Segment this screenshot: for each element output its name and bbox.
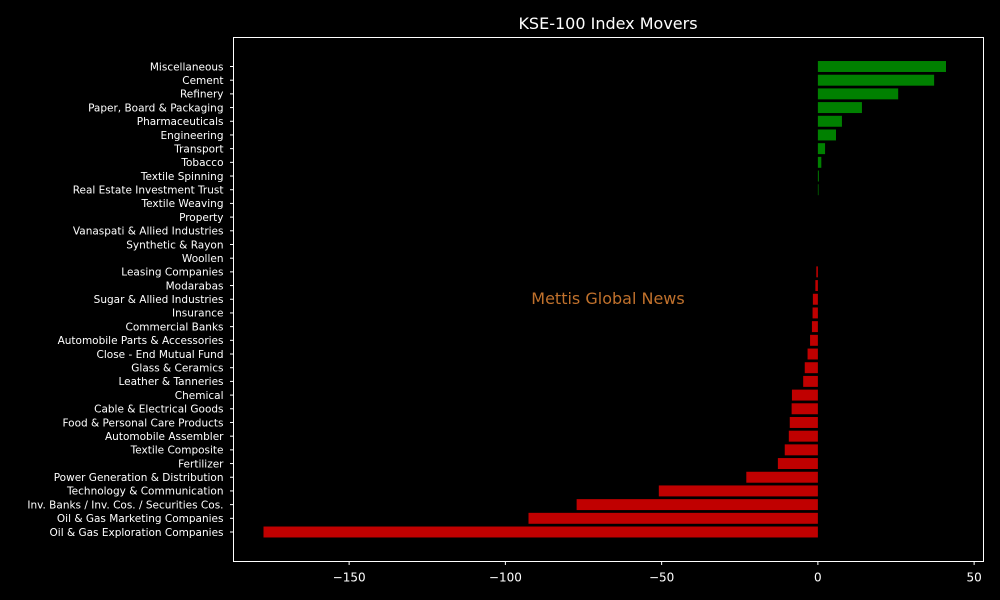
category-label: Inv. Banks / Inv. Cos. / Securities Cos. [27,499,223,511]
bar [811,321,818,333]
category-label: Leather & Tanneries [118,376,223,388]
category-label: Cement [182,75,223,87]
category-label: Synthetic & Rayon [126,239,223,251]
category-label: Textile Spinning [140,171,224,183]
category-label: Leasing Companies [121,267,223,279]
x-tick-label: 0 [814,571,822,585]
bar [817,156,822,168]
bar [791,389,818,401]
x-tick-label: 50 [966,571,981,585]
bar [817,115,842,127]
category-label: Sugar & Allied Industries [94,294,224,306]
category-label: Chemical [175,390,224,402]
category-label: Automobile Parts & Accessories [58,335,224,347]
category-label: Miscellaneous [150,61,224,73]
bar [817,61,946,72]
category-label: Automobile Assembler [105,431,224,443]
bar [803,375,818,387]
bar [810,334,818,346]
bar [817,170,819,182]
bar [817,184,819,196]
bar [817,129,836,141]
bar [807,348,818,360]
bar [804,362,818,374]
category-label: Glass & Ceramics [131,363,223,375]
bar [817,88,899,100]
category-label: Technology & Communication [66,486,223,498]
category-label: Property [179,212,223,224]
watermark-text: Mettis Global News [531,289,684,308]
bar [816,266,818,278]
category-label: Textile Composite [130,445,224,457]
bar [528,512,818,524]
category-label: Transport [173,143,223,155]
category-label: Cable & Electrical Goods [94,404,223,416]
category-label: Refinery [180,89,224,101]
bar [658,485,818,497]
bar [263,526,818,538]
category-label: Pharmaceuticals [137,116,224,128]
plot-frame [233,37,984,562]
bar [789,416,818,428]
bar [788,430,818,442]
chart-title: KSE-100 Index Movers [518,14,697,33]
bar [815,280,818,292]
bar [791,403,818,415]
category-label: Power Generation & Distribution [54,472,224,484]
category-label: Modarabas [166,280,224,292]
category-label: Fertilizer [178,458,224,470]
category-label: Oil & Gas Exploration Companies [50,527,224,539]
bar [817,102,862,114]
bar [576,499,818,511]
category-label: Tobacco [180,157,223,169]
x-tick-label: −50 [649,571,674,585]
category-label: Engineering [161,130,224,142]
x-tick-label: −100 [489,571,522,585]
bar [746,471,818,483]
category-label: Food & Personal Care Products [62,417,223,429]
category-label: Oil & Gas Marketing Companies [57,513,224,525]
category-label: Real Estate Investment Trust [73,185,224,197]
category-label: Paper, Board & Packaging [88,102,223,114]
bar [784,444,818,456]
category-label: Commercial Banks [126,321,224,333]
category-label: Close - End Mutual Fund [97,349,224,361]
bar [777,458,818,470]
category-label: Vanaspati & Allied Industries [73,226,224,238]
category-label: Insurance [172,308,224,320]
category-label: Textile Weaving [141,198,224,210]
bar [812,293,818,305]
bar [817,74,935,86]
category-label: Woollen [182,253,224,265]
bar [812,307,818,319]
bar [817,143,826,155]
x-tick-label: −150 [333,571,366,585]
